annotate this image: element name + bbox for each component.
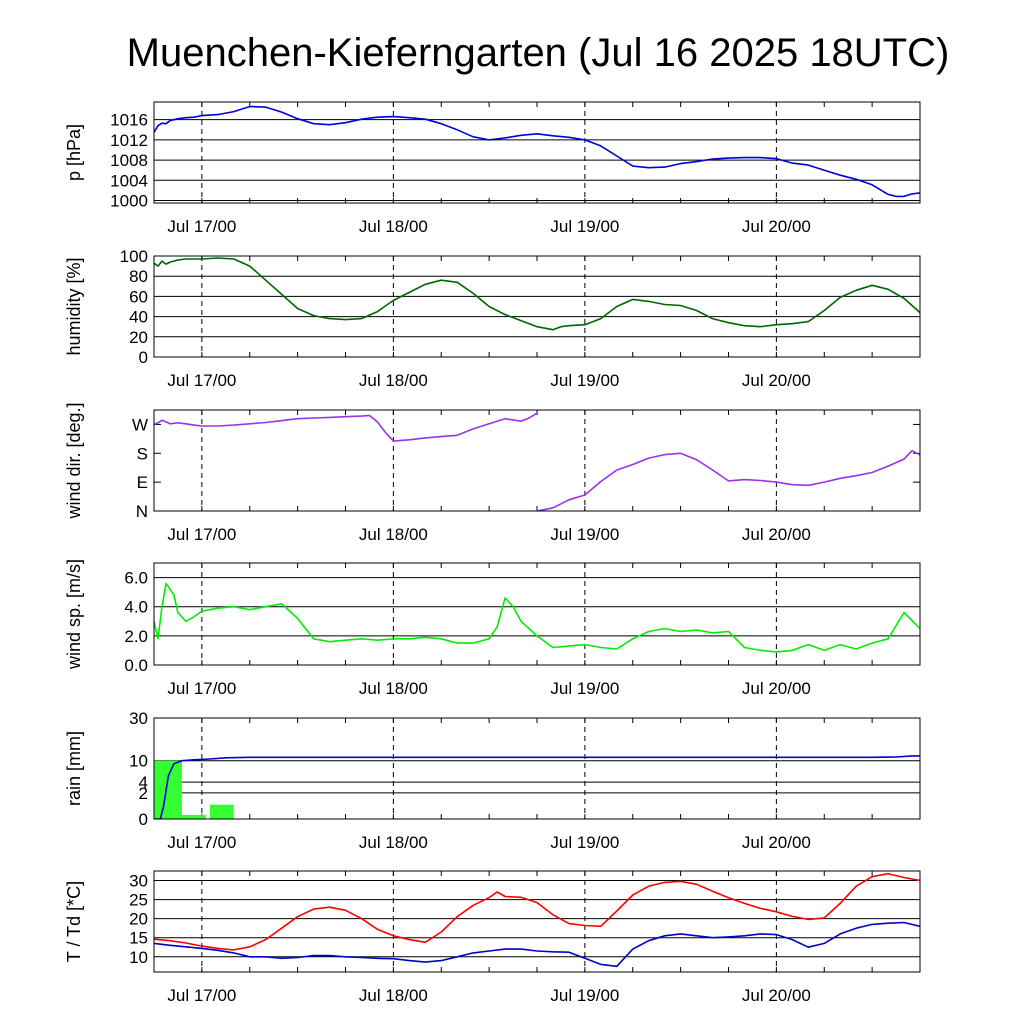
- y-tick-label: 4.0: [124, 598, 148, 617]
- y-tick-label: 80: [129, 267, 148, 286]
- x-tick-label: Jul 20/00: [742, 679, 811, 698]
- panel-frame: [153, 562, 921, 666]
- x-tick-label: Jul 19/00: [550, 525, 619, 544]
- y-axis-label: T / Td [*C]: [64, 881, 84, 962]
- y-axis-label: p [hPa]: [64, 124, 84, 181]
- panel-frame: [153, 101, 921, 204]
- series-line-wind_dir-2: [919, 454, 920, 458]
- panel-rain: 0 24 10 30 Jul 17/00 Jul 18/00 Jul 19/00 Jul 20…: [64, 709, 921, 852]
- x-tick-label: Jul 20/00: [742, 986, 811, 1005]
- y-tick-label: 15: [129, 929, 148, 948]
- panel-frame: [153, 409, 921, 512]
- series-line-temperature-T: [154, 872, 920, 951]
- x-tick-label: Jul 18/00: [359, 833, 428, 852]
- rain-bar: [181, 814, 206, 819]
- y-tick-label: 2: [139, 784, 148, 803]
- x-tick-label: Jul 19/00: [550, 833, 619, 852]
- y-tick-label: N: [136, 502, 148, 521]
- y-tick-label: 100: [120, 247, 148, 266]
- y-tick-label: 10: [129, 948, 148, 967]
- y-tick-label: W: [132, 415, 148, 434]
- y-tick-label: 10: [129, 752, 148, 771]
- y-tick-label: 20: [129, 328, 148, 347]
- y-axis-label: rain [mm]: [64, 731, 84, 806]
- y-tick-label: 1016: [110, 111, 148, 130]
- y-tick-label: 1012: [110, 131, 148, 150]
- x-tick-label: Jul 17/00: [167, 679, 236, 698]
- x-tick-label: Jul 20/00: [742, 525, 811, 544]
- chart-title: Muenchen-Kieferngarten (Jul 16 2025 18UT…: [127, 31, 950, 75]
- y-tick-label: 1008: [110, 151, 148, 170]
- series-line-wind_speed-0: [154, 582, 920, 653]
- x-tick-label: Jul 19/00: [550, 217, 619, 236]
- y-tick-label: E: [137, 473, 148, 492]
- x-tick-label: Jul 19/00: [550, 679, 619, 698]
- y-tick-label: S: [137, 444, 148, 463]
- x-tick-label: Jul 18/00: [359, 525, 428, 544]
- series-line-wind_dir-1: [536, 449, 920, 511]
- y-tick-label: 25: [129, 891, 148, 910]
- y-tick-label: 40: [129, 308, 148, 327]
- rain-bar: [154, 760, 182, 819]
- y-tick-label: 0.0: [124, 656, 148, 675]
- y-tick-label: 0: [139, 810, 148, 829]
- x-tick-label: Jul 17/00: [167, 371, 236, 390]
- y-tick-label: 1004: [110, 171, 148, 190]
- series-line-wind_dir-0: [154, 412, 538, 442]
- x-tick-label: Jul 20/00: [742, 833, 811, 852]
- x-tick-label: Jul 18/00: [359, 986, 428, 1005]
- x-tick-label: Jul 17/00: [167, 217, 236, 236]
- x-tick-label: Jul 19/00: [550, 986, 619, 1005]
- panel-frame: [153, 255, 921, 358]
- x-tick-label: Jul 20/00: [742, 371, 811, 390]
- y-tick-label: 30: [129, 872, 148, 891]
- y-tick-label: 30: [129, 709, 148, 728]
- y-tick-label: 60: [129, 287, 148, 306]
- panel-frame: [153, 870, 921, 973]
- y-tick-label: 0: [139, 348, 148, 367]
- x-tick-label: Jul 18/00: [359, 679, 428, 698]
- y-tick-label: 6.0: [124, 569, 148, 588]
- x-tick-label: Jul 17/00: [167, 525, 236, 544]
- x-tick-label: Jul 18/00: [359, 371, 428, 390]
- series-line-temperature-Td: [154, 921, 920, 968]
- x-tick-label: Jul 17/00: [167, 986, 236, 1005]
- panel-frame: [153, 717, 921, 820]
- y-axis-label: humidity [%]: [64, 257, 84, 355]
- panel-wind_speed: 0.0 2.0 4.0 6.0 Jul 17/00 Jul 18/00 Jul 19/00 J…: [64, 559, 921, 698]
- series-line-rain-0: [154, 755, 920, 819]
- y-axis-label: wind sp. [m/s]: [64, 559, 84, 670]
- y-tick-label: 20: [129, 910, 148, 929]
- series-line-pressure-0: [154, 105, 920, 198]
- y-axis-label: wind dir. [deg.]: [64, 402, 84, 519]
- rain-bar: [209, 804, 234, 819]
- x-tick-label: Jul 18/00: [359, 217, 428, 236]
- series-line-humidity-0: [154, 257, 920, 331]
- x-tick-label: Jul 19/00: [550, 371, 619, 390]
- y-tick-label: 1000: [110, 191, 148, 210]
- x-tick-label: Jul 20/00: [742, 217, 811, 236]
- x-tick-label: Jul 17/00: [167, 833, 236, 852]
- y-tick-label: 4: [139, 773, 148, 792]
- y-tick-label: 2.0: [124, 627, 148, 646]
